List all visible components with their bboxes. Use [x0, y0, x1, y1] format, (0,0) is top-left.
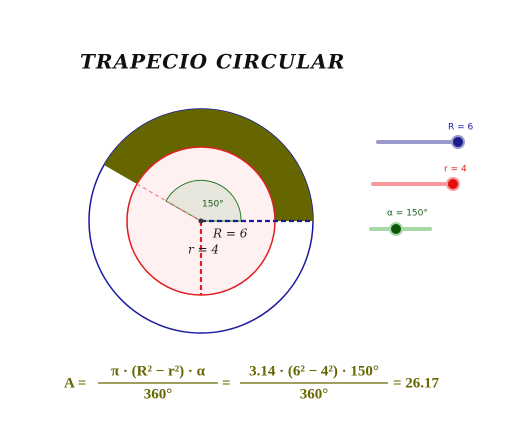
slider[interactable]: r = 4: [371, 165, 467, 191]
figure: 150° R = 6 r = 4: [88, 108, 314, 334]
denominator: 360°: [300, 386, 329, 402]
numerator: 3.14 · (6² − 4²) · 150°: [249, 363, 379, 379]
denominator: 360°: [144, 386, 173, 402]
formula-result: = 26.17: [393, 375, 440, 391]
center-point: [198, 218, 204, 224]
numerator: π · (R² − r²) · α: [111, 363, 206, 379]
formula: A = π · (R² − r²) · α 360° = 3.14 · (6² …: [64, 363, 440, 402]
equals-sign: =: [222, 375, 231, 391]
slider-label: R = 6: [448, 123, 474, 133]
title: TRAPECIO CIRCULAR: [80, 50, 345, 74]
slider-knob[interactable]: [389, 222, 403, 236]
circular-trapezoid: [104, 108, 313, 221]
angle-label: 150°: [202, 200, 224, 210]
slider-label: r = 4: [444, 165, 467, 175]
slider-label: α = 150°: [387, 209, 428, 219]
slider[interactable]: R = 6: [376, 123, 474, 149]
inner-radius-label: r = 4: [188, 243, 219, 257]
radius-line: [136, 183, 202, 222]
outer-radius-label: R = 6: [212, 227, 248, 241]
angle-arc: [165, 179, 242, 222]
formula-lhs: A =: [64, 375, 86, 391]
slider-knob[interactable]: [451, 135, 465, 149]
slider[interactable]: α = 150°: [369, 209, 432, 236]
slider-knob[interactable]: [446, 177, 460, 191]
